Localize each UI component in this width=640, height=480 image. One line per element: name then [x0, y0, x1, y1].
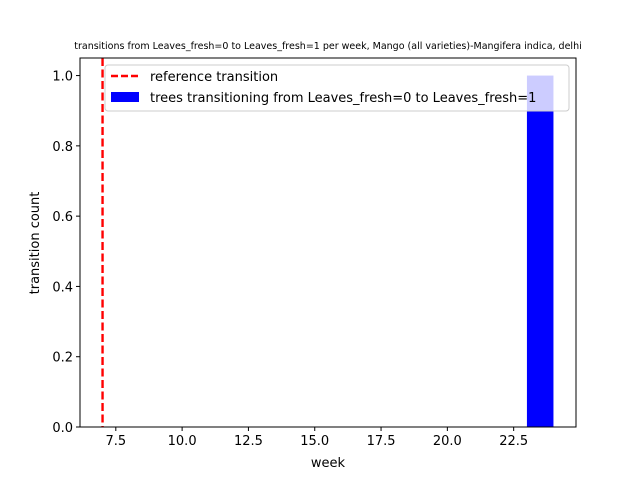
- y-tick-label: 0.0: [52, 421, 73, 436]
- y-axis-ticks: 0.0 0.2 0.4 0.6 0.8 1.0: [52, 70, 80, 436]
- y-tick-label: 0.4: [52, 280, 73, 295]
- y-tick-label: 0.2: [52, 351, 73, 366]
- legend: reference transition trees transitioning…: [104, 64, 570, 112]
- x-tick-label: 7.5: [105, 434, 126, 449]
- x-tick-label: 20.0: [433, 434, 462, 449]
- legend-label-trees: trees transitioning from Leaves_fresh=0 …: [150, 91, 536, 106]
- x-tick-label: 17.5: [367, 434, 396, 449]
- bar-week-23: [526, 75, 554, 428]
- x-tick-label: 22.5: [499, 434, 528, 449]
- x-axis-ticks: 7.5 10.0 12.5 15.0 17.5 20.0 22.5: [105, 427, 528, 449]
- y-tick-label: 0.6: [52, 210, 73, 225]
- x-axis-label: week: [311, 456, 346, 471]
- plot-area: [79, 57, 577, 428]
- x-tick-label: 12.5: [234, 434, 263, 449]
- y-tick-label: 1.0: [52, 70, 73, 85]
- plot-frame: [79, 57, 577, 428]
- legend-patch-swatch: [111, 92, 139, 102]
- legend-box: [104, 64, 570, 112]
- x-tick-label: 15.0: [300, 434, 329, 449]
- chart-title: transitions from Leaves_fresh=0 to Leave…: [74, 41, 581, 52]
- bars: [526, 75, 554, 428]
- x-tick-label: 10.0: [168, 434, 197, 449]
- legend-label-reference: reference transition: [150, 70, 278, 85]
- y-axis-label: transition count: [28, 192, 43, 295]
- y-tick-label: 0.8: [52, 140, 73, 155]
